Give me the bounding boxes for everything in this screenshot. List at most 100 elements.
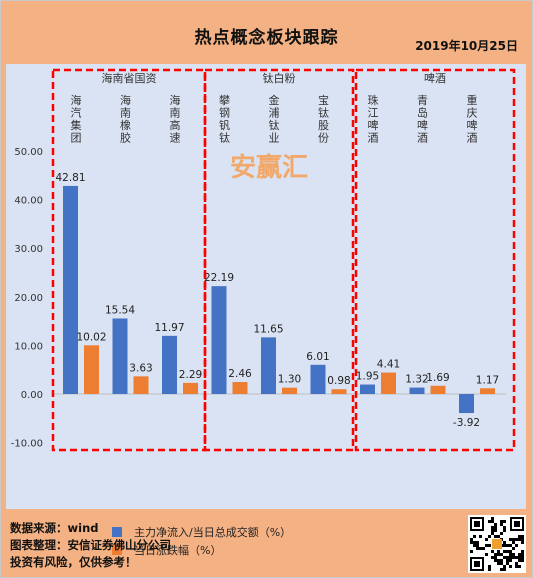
qr-module [488,565,491,568]
qr-module [500,532,503,535]
bar-series2 [183,382,198,394]
qr-module [518,553,521,556]
qr-module [500,559,503,562]
qr-module [488,568,491,571]
qr-module [491,550,494,553]
qr-module [506,544,509,547]
qr-module [512,541,515,544]
category-label-char: 团 [71,132,82,145]
category-label: 宝钛股份 [318,93,329,145]
category-label-char: 酒 [368,132,379,145]
category-label-char: 酒 [467,132,478,145]
qr-module [521,550,524,553]
category-label-char: 庆 [467,106,478,120]
qr-module [473,541,476,544]
bar-series2 [480,388,495,394]
qr-module [485,553,488,556]
category-label-char: 胶 [120,131,131,145]
qr-module [491,556,494,559]
qr-module [470,550,473,553]
footer: 数据来源：wind 图表整理：安信证券佛山分公司 投资有风险，仅供参考！ [10,520,171,571]
qr-module [521,541,524,544]
qr-module [503,529,506,532]
qr-module [518,559,521,562]
bar-series2 [381,372,396,394]
category-label-char: 攀 [219,94,230,107]
data-label: 0.98 [327,375,350,387]
group-label: 啤酒 [424,71,446,85]
data-label: 3.63 [129,362,152,374]
watermark-text: 安赢汇 [230,152,308,183]
qr-module [476,547,479,550]
qr-module [503,541,506,544]
qr-module [512,538,515,541]
data-label: 2.46 [228,368,252,380]
category-label-char: 钛 [318,106,329,120]
qr-module [509,538,512,541]
bar-series2 [84,345,99,394]
qr-module [521,535,524,538]
category-label-char: 汽 [71,106,82,120]
qr-module [491,517,494,520]
qr-module [518,556,521,559]
y-tick-label: 0.00 [21,390,43,401]
qr-module [509,550,512,553]
data-label: 1.69 [426,372,449,384]
data-label: 1.17 [476,374,499,386]
group-box [51,68,207,452]
qr-module [500,520,503,523]
category-label-char: 钒 [219,118,230,132]
y-tick-label: 10.00 [14,341,43,352]
category-label-char: 南 [120,107,131,120]
category-label-char: 橡 [120,119,131,132]
group-box [354,68,516,452]
category-label-char: 海 [120,93,131,107]
data-label: 1.32 [405,374,428,386]
qr-module [497,559,500,562]
group-label: 钛白粉 [263,71,296,85]
qr-module [521,538,524,541]
category-label-char: 海 [170,93,181,107]
qr-module [492,539,502,549]
data-label: 1.95 [356,371,379,383]
data-label: 4.41 [377,359,400,371]
qr-module [473,544,476,547]
data-label: 15.54 [105,304,135,316]
bar-series1 [310,364,326,394]
qr-module [488,535,491,538]
qr-module [506,562,509,565]
qr-module [509,565,512,568]
qr-module [509,559,512,562]
category-label-char: 重 [467,93,478,107]
y-tick-label: 40.00 [14,196,43,207]
data-label: -3.92 [453,417,480,429]
qr-module [485,544,488,547]
category-label-char: 钛 [269,118,280,132]
bar-series2 [282,387,297,394]
qr-module [515,556,518,559]
category-label-char: 集 [71,118,82,132]
category-label: 海南高速 [170,93,181,145]
data-label: 42.81 [55,172,85,184]
qr-module [494,529,497,532]
qr-module [470,541,473,544]
qr-module [494,556,497,559]
category-label: 青岛啤酒 [417,94,428,145]
category-label: 重庆啤酒 [467,93,478,145]
bar-series1 [112,318,128,394]
qr-module [479,547,482,550]
qr-module [474,561,480,567]
category-label-char: 份 [318,132,329,145]
category-label-char: 南 [170,107,181,120]
qr-module [503,550,506,553]
category-label-char: 速 [170,132,181,145]
y-tick-label: 50.00 [14,147,43,158]
qr-module [506,550,509,553]
report-date: 2019年10月25日 [415,39,518,53]
bar-series1 [261,337,276,394]
category-label: 金浦钛业 [269,93,280,145]
footer-source: 数据来源：wind [10,521,99,535]
qr-module [514,521,520,527]
bar-series2 [133,376,149,394]
bar-series1 [459,394,474,414]
